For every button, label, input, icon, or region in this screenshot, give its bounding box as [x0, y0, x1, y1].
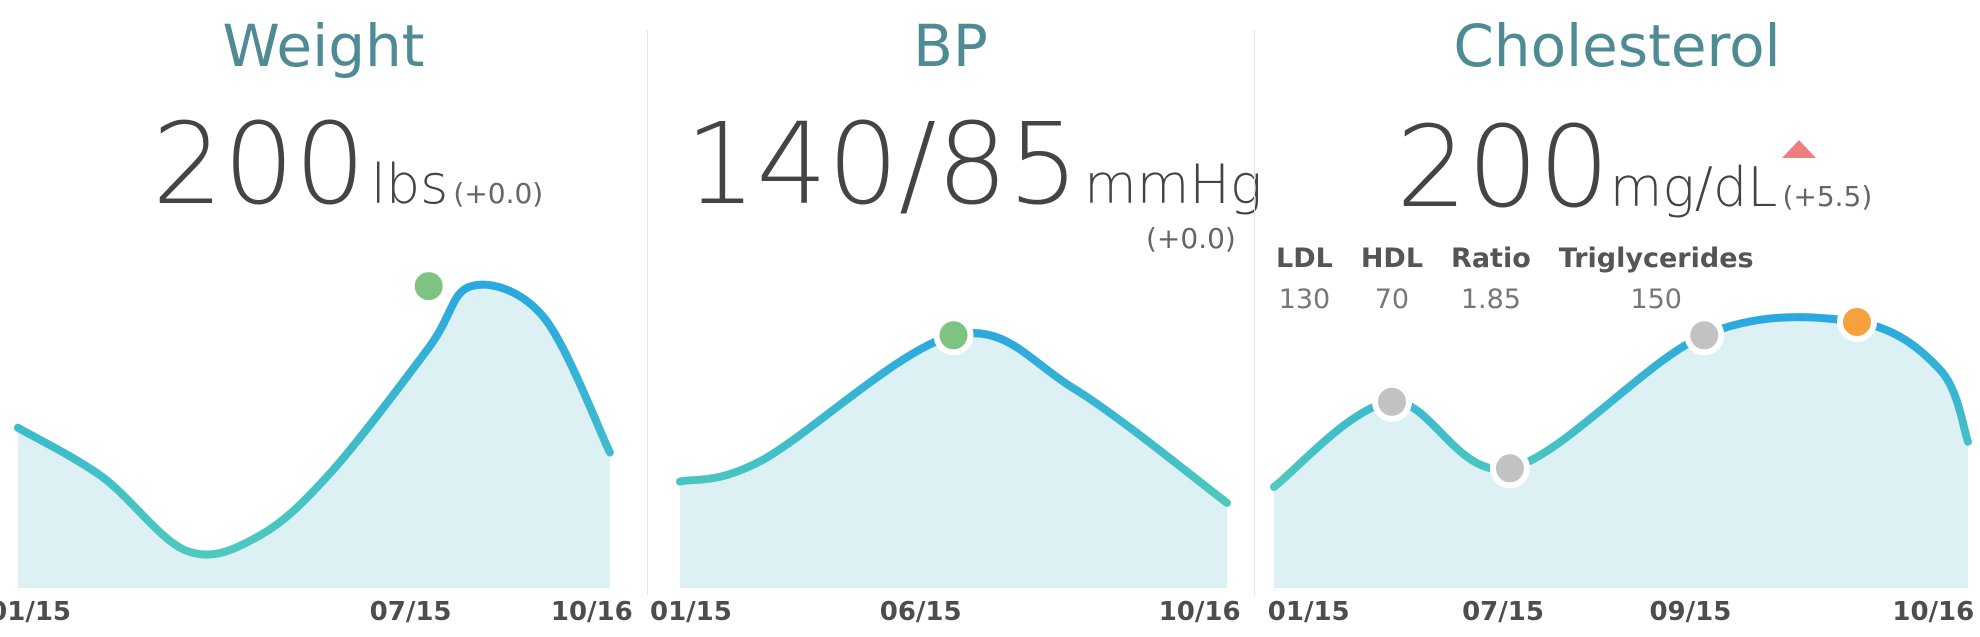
bp-panel: BP 140/85 mmHg (+0.0) 01/15 06/15 10/16: [647, 0, 1262, 637]
bp-x-tick-label: 10/16: [1159, 597, 1241, 627]
stat-hdl: HDL 70: [1361, 243, 1423, 315]
stat-triglycerides: Triglycerides 150: [1559, 243, 1754, 315]
cholesterol-value: 200: [1396, 103, 1610, 233]
bp-value: 140/85: [685, 100, 1080, 230]
stat-value: 1.85: [1460, 284, 1521, 315]
bp-delta: (+0.0): [1146, 222, 1236, 255]
weight-chart: 01/15 07/15 10/16: [0, 266, 633, 627]
bp-data-point[interactable]: [933, 315, 974, 356]
weight-data-point[interactable]: [408, 266, 449, 307]
cholesterol-data-point[interactable]: [1684, 315, 1725, 356]
bp-x-tick-label: 01/15: [650, 597, 732, 627]
bp-chart: 01/15 06/15 10/16: [650, 315, 1241, 627]
cholesterol-data-point[interactable]: [1489, 448, 1530, 489]
cholesterol-unit: mg/dL: [1609, 156, 1778, 219]
weight-area: [18, 284, 610, 588]
cholesterol-data-point[interactable]: [1836, 302, 1877, 342]
cholesterol-reading: 200mg/dL (+5.5): [1396, 112, 1872, 224]
stat-value: 130: [1278, 284, 1331, 315]
stat-label: LDL: [1276, 243, 1333, 274]
weight-x-tick-label: 01/15: [0, 597, 71, 627]
bp-unit: mmHg: [1084, 153, 1263, 216]
stat-ldl: LDL 130: [1276, 243, 1333, 315]
stat-label: Triglycerides: [1558, 243, 1754, 274]
cholesterol-panel: Cholesterol 200mg/dL (+5.5) LDL 130 HDL …: [1254, 0, 1980, 637]
cholesterol-x-tick-label: 07/15: [1462, 597, 1544, 627]
stat-label: HDL: [1360, 243, 1424, 274]
weight-x-tick-label: 10/16: [551, 597, 633, 627]
weight-title: Weight: [222, 12, 425, 80]
weight-series-line: [14, 280, 614, 559]
weight-value: 200: [152, 100, 366, 230]
cholesterol-area: [1274, 317, 1968, 588]
bp-x-tick-label: 06/15: [880, 597, 962, 627]
stat-label: Ratio: [1451, 243, 1531, 274]
bp-title: BP: [913, 12, 988, 80]
cholesterol-x-tick-label: 10/16: [1892, 597, 1974, 627]
cholesterol-stats: LDL 130 HDL 70 Ratio 1.85 Triglycerides …: [1276, 243, 1754, 315]
panel-divider: [1254, 30, 1255, 595]
stat-value: 150: [1630, 284, 1682, 315]
cholesterol-data-point[interactable]: [1371, 381, 1412, 422]
weight-reading: 200 lbs (+0.0): [152, 109, 543, 221]
weight-unit: lbs: [370, 153, 449, 216]
stat-ratio: Ratio 1.85: [1451, 243, 1531, 315]
stat-value: 70: [1374, 284, 1410, 315]
cholesterol-x-tick-label: 09/15: [1649, 597, 1731, 627]
triangle-up-icon: [1782, 140, 1816, 158]
weight-delta: (+0.0): [453, 177, 544, 210]
weight-panel: Weight 200 lbs (+0.0) 01/15 07/15 10/16: [0, 0, 647, 637]
cholesterol-chart: 01/15 07/15 09/15 10/16: [1268, 302, 1974, 627]
panel-divider: [647, 30, 648, 595]
cholesterol-delta: (+5.5): [1782, 180, 1873, 213]
weight-x-tick-label: 07/15: [370, 597, 452, 627]
cholesterol-title: Cholesterol: [1453, 12, 1781, 80]
bp-area: [680, 332, 1227, 588]
bp-reading: 140/85 mmHg: [685, 109, 1262, 221]
cholesterol-x-tick-label: 01/15: [1268, 597, 1350, 627]
